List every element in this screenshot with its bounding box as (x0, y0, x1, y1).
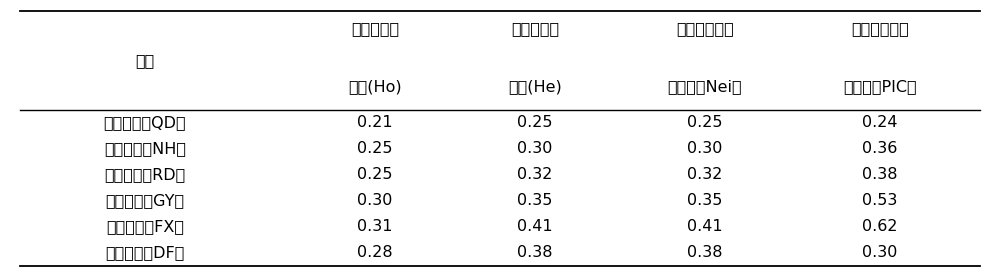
Text: 0.35: 0.35 (517, 193, 553, 208)
Text: 0.62: 0.62 (862, 219, 898, 234)
Text: 0.25: 0.25 (687, 115, 723, 130)
Text: 如东群体（RD）: 如东群体（RD） (104, 167, 186, 182)
Text: 0.35: 0.35 (687, 193, 723, 208)
Text: 0.25: 0.25 (517, 115, 553, 130)
Text: 合度(Ho): 合度(Ho) (348, 79, 402, 94)
Text: 平均期望杂: 平均期望杂 (511, 21, 559, 36)
Text: 0.30: 0.30 (862, 245, 898, 260)
Text: 0.38: 0.38 (687, 245, 723, 260)
Text: 0.32: 0.32 (517, 167, 553, 182)
Text: 平均遗传多样: 平均遗传多样 (851, 21, 909, 36)
Text: 0.31: 0.31 (357, 219, 393, 234)
Text: 平均观测杂: 平均观测杂 (351, 21, 399, 36)
Text: 0.38: 0.38 (862, 167, 898, 182)
Text: 0.28: 0.28 (357, 245, 393, 260)
Text: 0.53: 0.53 (862, 193, 898, 208)
Text: 0.38: 0.38 (517, 245, 553, 260)
Text: 0.32: 0.32 (687, 167, 723, 182)
Text: 0.30: 0.30 (517, 141, 553, 156)
Text: 宁海群体（NH）: 宁海群体（NH） (104, 141, 186, 156)
Text: 0.30: 0.30 (357, 193, 393, 208)
Text: 大丰群体（DF）: 大丰群体（DF） (105, 245, 185, 260)
Text: 合度(He): 合度(He) (508, 79, 562, 94)
Text: 性指数（PIC）: 性指数（PIC） (843, 79, 917, 94)
Text: 0.36: 0.36 (862, 141, 898, 156)
Text: 性指数（Nei）: 性指数（Nei） (668, 79, 742, 94)
Text: 0.41: 0.41 (517, 219, 553, 234)
Text: 赣榆群体（GY）: 赣榆群体（GY） (105, 193, 185, 208)
Text: 0.25: 0.25 (357, 167, 393, 182)
Text: 奉贤群体（FX）: 奉贤群体（FX） (106, 219, 184, 234)
Text: 0.25: 0.25 (357, 141, 393, 156)
Text: 0.24: 0.24 (862, 115, 898, 130)
Text: 0.21: 0.21 (357, 115, 393, 130)
Text: 平均基因多样: 平均基因多样 (676, 21, 734, 36)
Text: 种群: 种群 (135, 53, 155, 68)
Text: 0.41: 0.41 (687, 219, 723, 234)
Text: 启东群体（QD）: 启东群体（QD） (104, 115, 186, 130)
Text: 0.30: 0.30 (687, 141, 723, 156)
